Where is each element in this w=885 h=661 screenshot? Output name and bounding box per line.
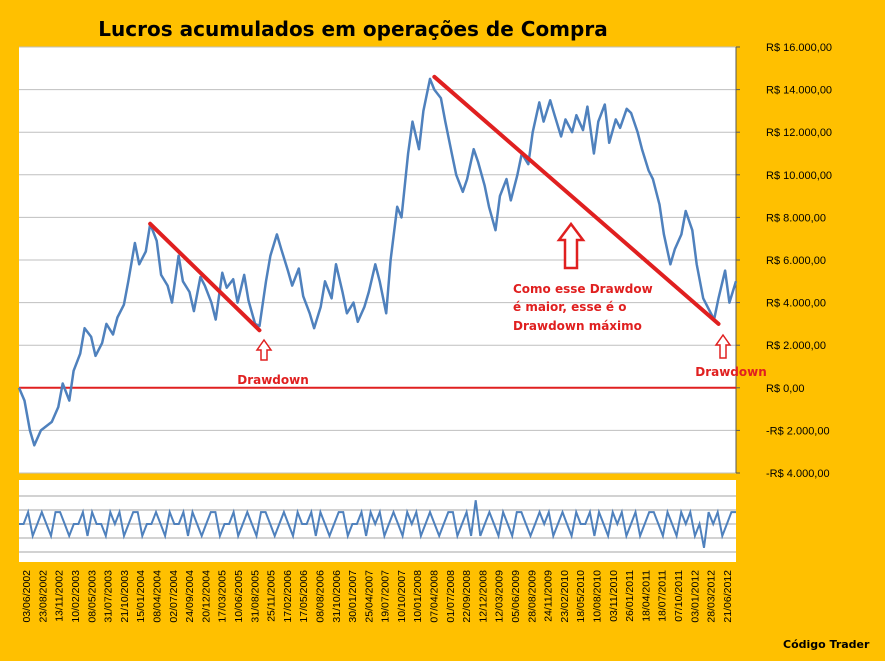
x-tick-label: 03/06/2002 bbox=[21, 570, 33, 623]
x-tick-label: 10/02/2003 bbox=[70, 570, 82, 623]
drawdown-arrow-1 bbox=[255, 338, 273, 361]
y-tick-label: R$ 12.000,00 bbox=[766, 127, 832, 139]
x-tick-label: 25/04/2007 bbox=[363, 570, 375, 623]
series-line-cumulative-profit bbox=[17, 77, 738, 447]
x-axis-date-labels: 03/06/2002 23/08/2002 13/11/2002 10/02/2003… bbox=[21, 570, 734, 623]
chart-title: Lucros acumulados em operações de Compra bbox=[98, 17, 607, 41]
x-tick-label: 08/05/2003 bbox=[86, 570, 98, 623]
x-tick-label: 10/10/2007 bbox=[396, 570, 408, 623]
x-tick-label: 17/02/2006 bbox=[282, 570, 294, 623]
x-tick-label: 31/08/2005 bbox=[249, 570, 261, 623]
x-tick-label: 03/11/2010 bbox=[608, 570, 620, 622]
x-tick-label: 31/07/2003 bbox=[103, 570, 115, 623]
y-tick-label: R$ 16.000,00 bbox=[766, 42, 832, 54]
x-tick-label: 07/10/2011 bbox=[673, 570, 685, 622]
x-tick-label: 10/06/2005 bbox=[233, 570, 245, 623]
series-line-trade-results bbox=[19, 500, 736, 548]
x-tick-label: 10/01/2008 bbox=[412, 570, 424, 623]
max-drawdown-note-line-1: Como esse Drawdow bbox=[513, 282, 653, 296]
x-tick-label: 30/01/2007 bbox=[347, 570, 359, 623]
drawdown-trend-line-2 bbox=[432, 74, 721, 326]
x-tick-label: 10/08/2010 bbox=[591, 570, 603, 623]
x-tick-label: 26/01/2011 bbox=[624, 570, 636, 622]
y-tick-label: -R$ 4.000,00 bbox=[766, 468, 830, 480]
x-tick-label: 08/08/2006 bbox=[314, 570, 326, 623]
x-tick-label: 20/12/2004 bbox=[200, 570, 212, 623]
drawdown-label-1: Drawdown bbox=[237, 373, 309, 387]
x-tick-label: 17/03/2005 bbox=[217, 570, 229, 623]
x-tick-label: 18/05/2010 bbox=[575, 570, 587, 623]
secondary-plot-area bbox=[19, 480, 736, 562]
x-tick-label: 19/07/2007 bbox=[380, 570, 392, 623]
y-tick-label: R$ 14.000,00 bbox=[766, 85, 832, 97]
x-tick-label: 28/03/2012 bbox=[706, 570, 718, 623]
x-tick-label: 17/05/2006 bbox=[298, 570, 310, 623]
drawdown-trend-lines bbox=[148, 74, 721, 333]
y-tick-label: R$ 8.000,00 bbox=[766, 212, 826, 224]
y-tick-label: R$ 6.000,00 bbox=[766, 255, 826, 267]
x-tick-label: 25/11/2005 bbox=[266, 570, 278, 622]
drawdown-trend-line-1 bbox=[148, 221, 262, 333]
y-tick-label: R$ 2.000,00 bbox=[766, 340, 826, 352]
main-y-axis: R$ 16.000,00 R$ 14.000,00 R$ 12.000,00 R$ 1… bbox=[735, 42, 832, 480]
x-tick-label: 24/11/2009 bbox=[543, 570, 555, 622]
x-tick-label: 21/06/2012 bbox=[722, 570, 734, 623]
x-tick-label: 21/10/2003 bbox=[119, 570, 131, 623]
x-tick-label: 15/01/2004 bbox=[135, 570, 147, 623]
max-drawdown-note-line-3: Drawdown máximo bbox=[513, 319, 642, 333]
x-tick-label: 03/01/2012 bbox=[689, 570, 701, 623]
x-tick-label: 12/12/2008 bbox=[477, 570, 489, 623]
x-tick-label: 24/09/2004 bbox=[184, 570, 196, 623]
x-tick-label: 02/07/2004 bbox=[168, 570, 180, 623]
x-tick-label: 08/04/2004 bbox=[152, 570, 164, 623]
x-tick-label: 23/08/2002 bbox=[37, 570, 49, 623]
x-tick-label: 05/06/2009 bbox=[510, 570, 522, 623]
x-tick-label: 22/09/2008 bbox=[461, 570, 473, 623]
y-tick-label: -R$ 2.000,00 bbox=[766, 425, 830, 437]
credit-text: Código Trader bbox=[783, 638, 870, 651]
x-tick-label: 23/02/2010 bbox=[559, 570, 571, 623]
x-tick-label: 31/10/2006 bbox=[331, 570, 343, 623]
x-tick-label: 28/08/2009 bbox=[526, 570, 538, 623]
secondary-gridlines bbox=[19, 495, 736, 553]
x-tick-label: 07/04/2008 bbox=[429, 570, 441, 623]
max-drawdown-arrow bbox=[556, 221, 586, 270]
y-tick-label: R$ 0,00 bbox=[766, 383, 805, 395]
x-tick-label: 13/11/2002 bbox=[54, 570, 66, 622]
drawdown-arrow-2 bbox=[714, 333, 732, 359]
y-tick-label: R$ 10.000,00 bbox=[766, 170, 832, 182]
y-tick-label: R$ 4.000,00 bbox=[766, 298, 826, 310]
max-drawdown-note-line-2: é maior, esse é o bbox=[513, 300, 626, 314]
x-tick-label: 12/03/2009 bbox=[494, 570, 506, 623]
x-tick-label: 01/07/2008 bbox=[445, 570, 457, 623]
drawdown-label-2: Drawdown bbox=[695, 365, 767, 379]
x-tick-label: 18/07/2011 bbox=[657, 570, 669, 622]
x-tick-label: 18/04/2011 bbox=[640, 570, 652, 622]
